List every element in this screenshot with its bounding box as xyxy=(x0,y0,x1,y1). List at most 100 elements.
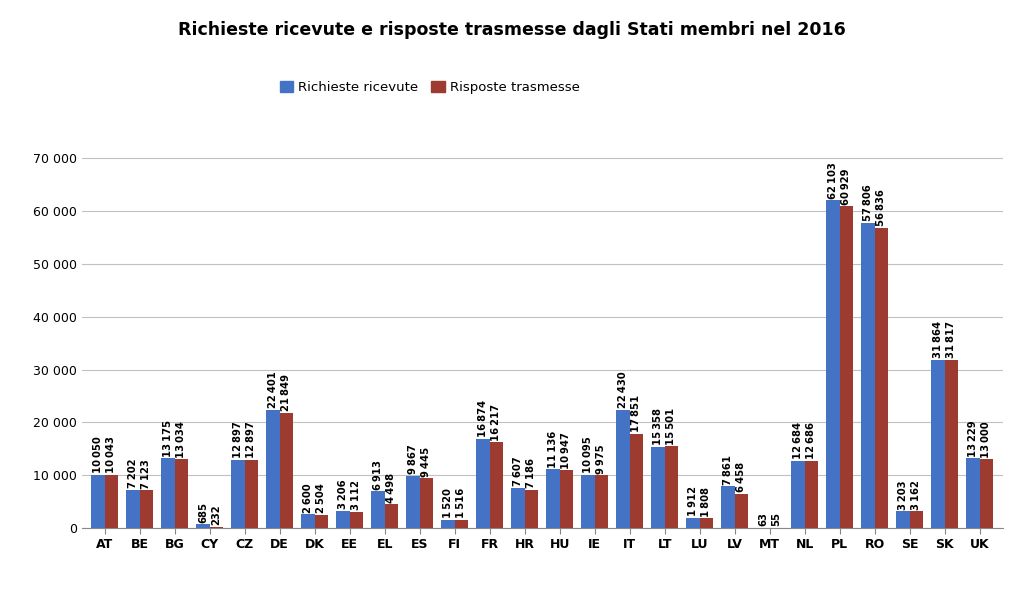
Bar xyxy=(581,475,594,528)
Bar xyxy=(560,470,573,528)
Bar xyxy=(210,527,223,528)
Text: 7 202: 7 202 xyxy=(128,459,138,488)
Bar xyxy=(967,458,980,528)
Text: 2 600: 2 600 xyxy=(303,483,313,512)
Bar xyxy=(104,475,118,528)
Text: 63: 63 xyxy=(758,512,768,526)
Text: Richieste ricevute e risposte trasmesse dagli Stati membri nel 2016: Richieste ricevute e risposte trasmesse … xyxy=(178,21,845,39)
Bar xyxy=(792,461,805,528)
Text: 12 686: 12 686 xyxy=(806,422,816,460)
Text: 3 206: 3 206 xyxy=(338,480,348,509)
Bar xyxy=(630,434,643,528)
Bar xyxy=(546,469,560,528)
Bar xyxy=(196,524,210,528)
Bar xyxy=(721,487,735,528)
Bar xyxy=(315,515,328,528)
Bar xyxy=(477,439,490,528)
Bar xyxy=(594,475,608,528)
Text: 56 836: 56 836 xyxy=(877,190,886,226)
Bar xyxy=(244,460,258,528)
Text: 10 095: 10 095 xyxy=(583,436,593,473)
Text: 9 445: 9 445 xyxy=(421,446,432,476)
Text: 7 186: 7 186 xyxy=(527,458,536,488)
Bar xyxy=(932,360,945,528)
Text: 3 112: 3 112 xyxy=(351,480,361,510)
Text: 62 103: 62 103 xyxy=(828,162,838,199)
Text: 11 136: 11 136 xyxy=(548,430,558,467)
Text: 1 808: 1 808 xyxy=(702,487,711,517)
Text: 1 516: 1 516 xyxy=(456,488,466,518)
Bar xyxy=(302,514,315,528)
Bar xyxy=(896,511,909,528)
Bar xyxy=(266,410,279,528)
Text: 12 897: 12 897 xyxy=(247,422,257,458)
Bar xyxy=(827,200,840,528)
Bar xyxy=(385,504,398,528)
Bar xyxy=(454,520,468,528)
Bar xyxy=(162,458,175,528)
Text: 12 897: 12 897 xyxy=(233,422,243,458)
Text: 22 401: 22 401 xyxy=(268,371,278,408)
Text: 16 874: 16 874 xyxy=(478,400,488,437)
Text: 232: 232 xyxy=(212,505,221,525)
Text: 17 851: 17 851 xyxy=(631,395,641,432)
Legend: Richieste ricevute, Risposte trasmesse: Richieste ricevute, Risposte trasmesse xyxy=(274,76,585,99)
Bar xyxy=(617,410,630,528)
Bar xyxy=(91,475,104,528)
Bar xyxy=(139,490,152,528)
Text: 13 229: 13 229 xyxy=(968,420,978,457)
Text: 9 975: 9 975 xyxy=(596,444,607,474)
Bar xyxy=(525,490,538,528)
Bar xyxy=(441,520,454,528)
Bar xyxy=(909,511,923,528)
Bar xyxy=(875,228,888,528)
Text: 7 607: 7 607 xyxy=(514,457,523,486)
Text: 13 034: 13 034 xyxy=(176,421,186,458)
Bar xyxy=(980,460,993,528)
Text: 21 849: 21 849 xyxy=(281,374,292,411)
Bar xyxy=(686,518,700,528)
Bar xyxy=(279,413,293,528)
Text: 1 912: 1 912 xyxy=(688,487,698,517)
Text: 4 498: 4 498 xyxy=(387,473,396,503)
Bar xyxy=(490,442,503,528)
Bar xyxy=(126,490,139,528)
Text: 12 684: 12 684 xyxy=(793,422,803,460)
Bar xyxy=(840,206,853,528)
Text: 3 162: 3 162 xyxy=(911,480,922,510)
Text: 16 217: 16 217 xyxy=(491,404,501,441)
Text: 57 806: 57 806 xyxy=(863,184,873,221)
Text: 7 861: 7 861 xyxy=(723,455,733,485)
Text: 10 050: 10 050 xyxy=(93,437,103,473)
Bar xyxy=(861,223,875,528)
Text: 13 175: 13 175 xyxy=(163,420,173,457)
Text: 10 947: 10 947 xyxy=(562,432,571,469)
Text: 1 520: 1 520 xyxy=(443,488,453,518)
Bar xyxy=(419,478,433,528)
Text: 15 501: 15 501 xyxy=(666,407,676,445)
Text: 2 504: 2 504 xyxy=(316,484,326,513)
Text: 9 867: 9 867 xyxy=(408,445,418,475)
Text: 60 929: 60 929 xyxy=(841,168,851,205)
Text: 22 430: 22 430 xyxy=(618,371,628,408)
Text: 31 864: 31 864 xyxy=(933,321,943,358)
Text: 31 817: 31 817 xyxy=(946,322,957,358)
Bar xyxy=(700,518,713,528)
Text: 3 203: 3 203 xyxy=(898,480,908,509)
Bar xyxy=(406,476,419,528)
Text: 7 123: 7 123 xyxy=(141,459,151,489)
Bar xyxy=(371,491,385,528)
Bar xyxy=(231,460,244,528)
Text: 15 358: 15 358 xyxy=(653,409,663,445)
Bar xyxy=(805,461,818,528)
Bar xyxy=(665,446,678,528)
Bar xyxy=(337,511,350,528)
Text: 10 043: 10 043 xyxy=(106,437,117,473)
Bar xyxy=(512,488,525,528)
Bar xyxy=(652,447,665,528)
Bar xyxy=(350,512,363,528)
Text: 6 913: 6 913 xyxy=(373,460,383,490)
Text: 55: 55 xyxy=(771,512,782,526)
Text: 685: 685 xyxy=(198,502,208,523)
Bar xyxy=(735,494,748,528)
